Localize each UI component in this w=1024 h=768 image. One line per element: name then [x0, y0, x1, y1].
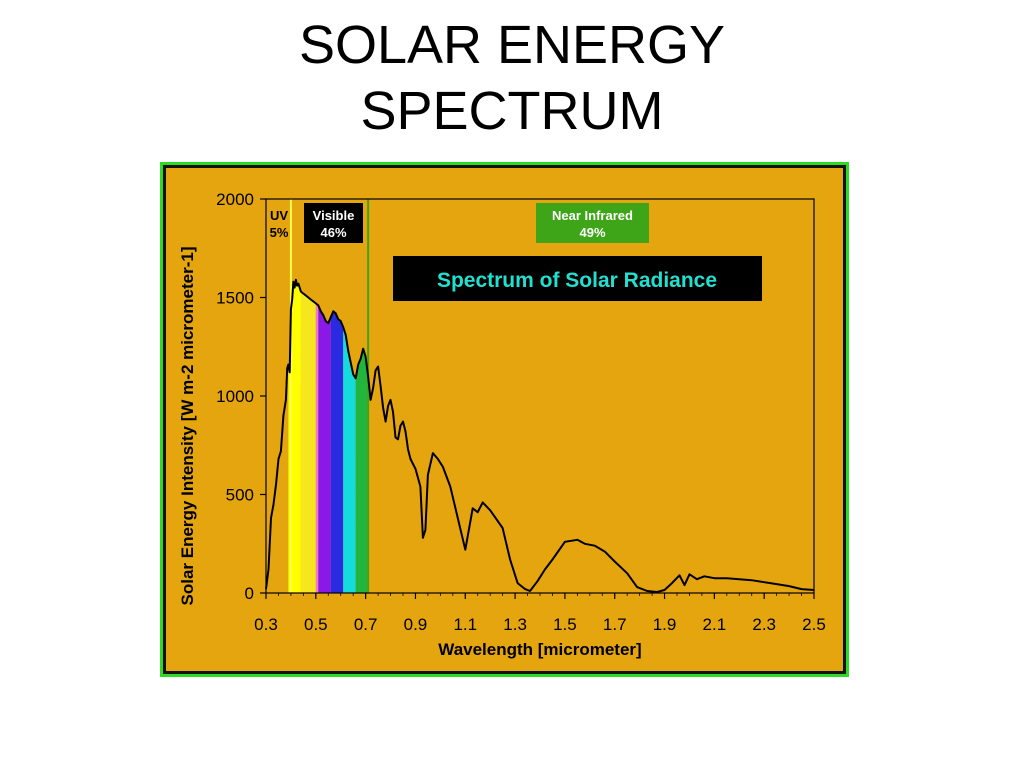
band-label-percent: 46%: [320, 225, 346, 240]
y-tick-label: 500: [226, 486, 254, 505]
chart-frame: 0 500 1000 1500 2000 0.3 0.5 0.7 0.9 1.1 1.3 1.5 1.…: [160, 162, 849, 677]
y-axis: 0 500 1000 1500 2000: [216, 190, 266, 603]
x-tick-label: 0.9: [404, 615, 428, 634]
x-tick-label: 2.5: [802, 615, 826, 634]
x-tick-label: 1.3: [503, 615, 527, 634]
spectrum-line: [265, 278, 815, 593]
x-axis-title: Wavelength [micrometer]: [438, 640, 641, 659]
slide-title-line-1: SOLAR ENERGY: [298, 15, 726, 75]
band-label-box-2: [536, 203, 649, 243]
band-label-name: Near Infrared: [552, 208, 633, 223]
color-band-5: [343, 327, 356, 593]
color-band-2: [315, 303, 319, 593]
chart-title-box: [393, 256, 762, 301]
x-tick-label: 2.1: [703, 615, 727, 634]
band-dividers: [289, 199, 370, 593]
y-axis-title: Solar Energy Intensity [W m-2 micrometer…: [178, 247, 197, 606]
band-label-percent: 49%: [579, 225, 605, 240]
x-tick-label: 2.3: [752, 615, 776, 634]
x-tick-label: 1.1: [453, 615, 477, 634]
color-band-3: [318, 305, 331, 593]
band-label-name: UV: [270, 208, 288, 223]
band-label-name: Visible: [313, 208, 355, 223]
x-tick-label: 1.7: [603, 615, 627, 634]
solar-spectrum-chart: 0 500 1000 1500 2000 0.3 0.5 0.7 0.9 1.1 1.3 1.5 1.…: [178, 190, 826, 659]
x-tick-label: 0.7: [354, 615, 378, 634]
slide-title: SOLAR ENERGY SPECTRUM: [0, 12, 1024, 144]
y-tick-label: 2000: [216, 190, 254, 209]
band-label-percent: 5%: [270, 225, 289, 240]
color-band-6: [355, 349, 369, 593]
color-band-1: [300, 291, 316, 593]
slide-title-line-2: SPECTRUM: [360, 81, 664, 141]
x-tick-label: 1.5: [553, 615, 577, 634]
band-labels: UV 5% Visible 46% Near Infrared 49%: [270, 203, 649, 243]
chart-title-group: Spectrum of Solar Radiance: [393, 256, 762, 301]
band-label-box-1: [304, 203, 363, 243]
y-tick-label: 1500: [216, 289, 254, 308]
x-tick-label: 0.5: [304, 615, 328, 634]
x-axis: 0.3 0.5 0.7 0.9 1.1 1.3 1.5 1.7 1.9 2.1 2.3 2.5: [254, 593, 826, 634]
y-tick-label: 1000: [216, 387, 254, 406]
spectrum-series: [265, 278, 815, 593]
color-bands: [288, 281, 369, 593]
color-band-4: [330, 311, 344, 593]
y-tick-label: 0: [245, 584, 254, 603]
chart-title: Spectrum of Solar Radiance: [437, 269, 717, 292]
x-tick-label: 1.9: [653, 615, 677, 634]
chart-panel: [163, 165, 846, 674]
x-tick-label: 0.3: [254, 615, 278, 634]
